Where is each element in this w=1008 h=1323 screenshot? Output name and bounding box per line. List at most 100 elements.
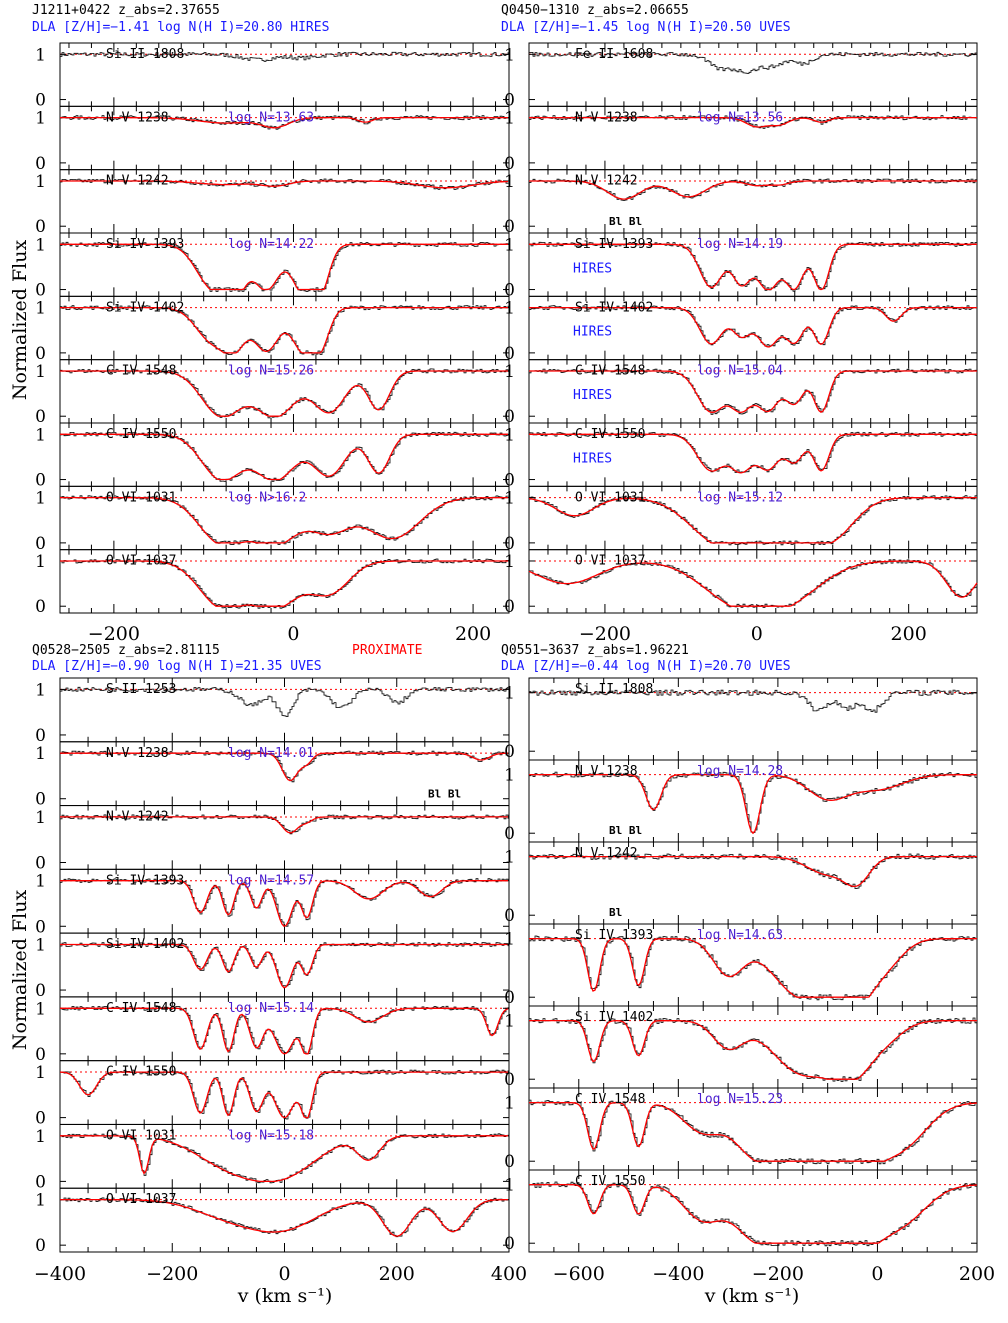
y-tick-label: 0 xyxy=(35,790,46,810)
y-tick-label: 0 xyxy=(504,217,515,237)
ion-label: S II 1253 xyxy=(106,682,176,697)
ion-label: Si IV 1393 xyxy=(575,237,653,252)
y-tick-label: 1 xyxy=(35,808,46,828)
ion-label: Si IV 1402 xyxy=(575,1010,653,1025)
panel-frame xyxy=(528,549,978,614)
ion-label: C IV 1550 xyxy=(575,427,645,442)
x-tick-label: 400 xyxy=(491,1263,527,1285)
y-tick-label: 1 xyxy=(504,172,515,192)
model-fit xyxy=(529,937,977,998)
hires-note: HIRES xyxy=(573,261,612,276)
chart-title: Q0450−1310 z_abs=2.06655 xyxy=(501,3,689,18)
ion-label: Si IV 1393 xyxy=(575,928,653,943)
chart-meta: DLA [Z/H]=−1.45 log N(H I)=20.50 UVES xyxy=(501,20,791,35)
y-tick-label: 1 xyxy=(35,1191,46,1211)
ion-label: C IV 1550 xyxy=(106,1065,176,1080)
x-tick-label: 200 xyxy=(959,1263,995,1285)
panel-c-iv-1550: 0 1 C IV 1550 xyxy=(504,1169,978,1254)
x-axis-label-right: v (km s⁻¹) xyxy=(704,1285,800,1307)
y-tick-label: 0 xyxy=(35,154,46,174)
model-fit xyxy=(60,1135,508,1183)
y-tick-label: 0 xyxy=(504,534,515,554)
y-tick-label: 0 xyxy=(35,917,46,937)
x-axis-label-left: v (km s⁻¹) xyxy=(237,1285,333,1307)
ion-label: C IV 1548 xyxy=(575,364,645,379)
model-fit xyxy=(529,370,977,414)
ion-label: C IV 1550 xyxy=(106,427,176,442)
y-tick-label: 0 xyxy=(504,824,515,844)
x-tick-label: −200 xyxy=(752,1263,804,1285)
spectrum-trace xyxy=(529,305,978,347)
y-tick-label: 1 xyxy=(504,766,515,786)
x-tick-label: 0 xyxy=(278,1263,290,1285)
panel-c-iv-1548: 0 1 C IV 1548 log N=15.14 xyxy=(35,996,510,1065)
model-fit xyxy=(60,306,508,354)
y-tick-label: 0 xyxy=(35,981,46,1001)
y-tick-label: 1 xyxy=(504,109,515,129)
ion-label: C IV 1548 xyxy=(106,1001,176,1016)
y-tick-label: 0 xyxy=(35,534,46,554)
ion-label: O VI 1031 xyxy=(575,490,645,505)
chart-title: Q0551−3637 z_abs=1.96221 xyxy=(501,643,689,658)
x-tick-label: −200 xyxy=(579,623,631,645)
y-tick-label: 0 xyxy=(504,281,515,301)
y-tick-label: 0 xyxy=(504,597,515,617)
spectrum-trace xyxy=(60,1005,509,1055)
y-tick-label: 1 xyxy=(504,489,515,509)
model-fit xyxy=(60,243,508,291)
y-tick-label: 1 xyxy=(504,1176,515,1196)
y-tick-label: 0 xyxy=(35,1045,46,1065)
y-tick-label: 0 xyxy=(35,1236,46,1256)
y-tick-label: 1 xyxy=(35,235,46,255)
panel-o-vi-1037: 0 1 O VI 1037 xyxy=(35,549,510,617)
ion-label: N V 1238 xyxy=(106,110,169,125)
ion-label: Si IV 1402 xyxy=(106,937,184,952)
y-tick-label: 0 xyxy=(504,742,515,762)
ion-label: Si IV 1393 xyxy=(106,237,184,252)
model-fit xyxy=(60,816,508,834)
panel-c-iv-1550: 0 1 C IV 1550 xyxy=(35,422,510,491)
column-density-label: log N=14.19 xyxy=(697,237,783,252)
column-density-label: log N=15.23 xyxy=(697,1092,783,1107)
y-tick-label: 1 xyxy=(35,109,46,129)
panel-o-vi-1031: 0 1 O VI 1031 log N=15.12 xyxy=(504,485,978,554)
column-density-label: log N=15.26 xyxy=(228,364,314,379)
chart-meta: DLA [Z/H]=−1.41 log N(H I)=20.80 HIRES xyxy=(32,20,329,35)
panel-n-v-1242: 0 1 N V 1242 xyxy=(35,169,510,237)
panel-n-v-1238: 0 1 N V 1238 log N=14.01 Bl Bl xyxy=(35,741,510,810)
y-tick-label: 1 xyxy=(504,299,515,319)
panel-si-iv-1393: 0 1 Si IV 1393 log N=14.57 xyxy=(35,868,510,937)
column-density-label: log N=15.14 xyxy=(228,1001,314,1016)
y-tick-label: 0 xyxy=(504,1070,515,1090)
x-tick-label: −600 xyxy=(553,1263,605,1285)
panel-n-v-1242: 0 1 N V 1242 xyxy=(35,805,510,874)
chart-b: Q0450−1310 z_abs=2.06655 DLA [Z/H]=−1.45 … xyxy=(501,3,978,645)
spectrum-trace xyxy=(60,686,509,717)
panel-o-vi-1031: 0 1 O VI 1031 log N>16.2 xyxy=(35,485,510,554)
model-fit xyxy=(529,306,977,348)
ion-label: O VI 1037 xyxy=(106,1192,176,1207)
panel-si-iv-1393: 0 1 Si IV 1393 log N=14.19 HIRES xyxy=(504,232,978,301)
panel-c-iv-1548: 0 1 C IV 1548 log N=15.04 HIRES xyxy=(504,359,978,427)
y-tick-label: 1 xyxy=(504,930,515,950)
x-tick-label: 200 xyxy=(379,1263,415,1285)
model-fit xyxy=(528,560,978,607)
panel-si-ii-1808: 0 1 Si II 1808 xyxy=(35,42,510,111)
ion-label: N V 1238 xyxy=(106,746,169,761)
y-tick-label: 0 xyxy=(504,1152,515,1172)
y-tick-label: 0 xyxy=(35,726,46,746)
model-fit xyxy=(529,1101,978,1162)
spectrum-trace xyxy=(529,1181,978,1247)
y-tick-label: 0 xyxy=(35,471,46,491)
chart-a: J1211+0422 z_abs=2.37655 DLA [Z/H]=−1.41 … xyxy=(32,3,510,645)
model-fit xyxy=(60,180,509,189)
blend-note: Bl Bl xyxy=(609,824,642,837)
y-tick-label: 1 xyxy=(504,425,515,445)
ion-label: Si IV 1393 xyxy=(106,873,184,888)
model-fit xyxy=(529,433,977,474)
spectrum-trace xyxy=(60,942,509,987)
chart-meta: DLA [Z/H]=−0.44 log N(H I)=20.70 UVES xyxy=(501,659,791,674)
